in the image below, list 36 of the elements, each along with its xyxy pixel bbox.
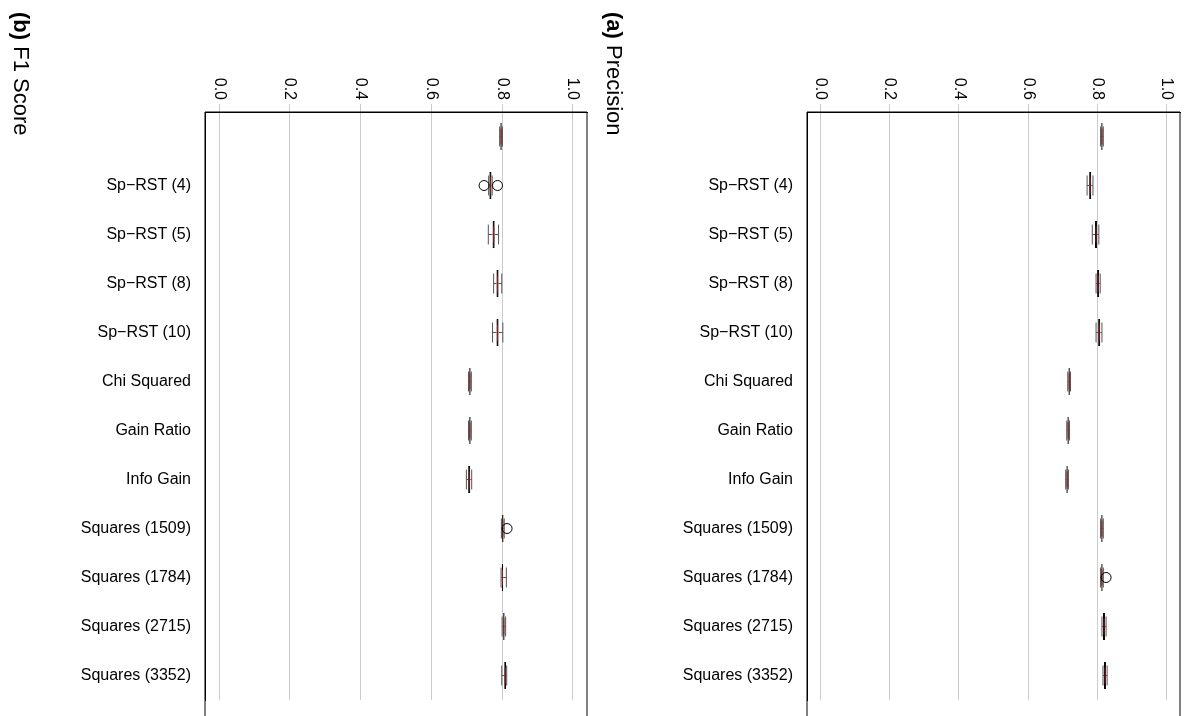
x-tick-label: 0.4	[353, 77, 371, 101]
y-tick-label: Sp−RST (10)	[699, 322, 793, 340]
y-tick-label: Chi Squared	[102, 371, 191, 389]
y-tick-label: Info Gain	[126, 469, 191, 487]
y-tick-label: Squares (1784)	[682, 567, 793, 585]
y-tick-label: Chi Squared	[704, 371, 793, 389]
x-tick-label: 0.0	[813, 77, 831, 101]
y-tick-label: Squares (2715)	[80, 616, 191, 634]
x-tick-label: 0.8	[1089, 77, 1107, 101]
y-tick-label: Sp−RST (5)	[106, 224, 191, 242]
y-tick-label: Sp−RST (8)	[708, 273, 793, 291]
x-tick-label: 0.2	[282, 77, 300, 101]
x-tick-label: 1.0	[1158, 77, 1176, 101]
text: (a) Precision	[601, 12, 627, 136]
x-tick-label: 0.4	[951, 77, 969, 101]
y-tick-label: Gain Ratio	[717, 420, 794, 438]
y-tick-label: Sp−RST (4)	[708, 175, 793, 193]
y-tick-label: Sp−RST (10)	[97, 322, 191, 340]
text: (b) F1 Score	[8, 12, 34, 136]
y-tick-label: Sp−RST (5)	[708, 224, 793, 242]
x-tick-label: 0.0	[211, 77, 229, 101]
x-tick-label: 1.0	[565, 77, 583, 101]
y-tick-label: Sp−RST (4)	[106, 175, 191, 193]
y-tick-label: Squares (1509)	[80, 518, 191, 536]
y-tick-label: Squares (1509)	[682, 518, 793, 536]
y-tick-label: Sp−RST (8)	[106, 273, 191, 291]
y-tick-label: Squares (3352)	[682, 665, 793, 683]
y-tick-label: Squares (3352)	[80, 665, 191, 683]
x-tick-label: 0.2	[882, 77, 900, 101]
y-tick-label: Info Gain	[728, 469, 793, 487]
y-tick-label: Gain Ratio	[115, 420, 192, 438]
y-tick-label: Squares (1784)	[80, 567, 191, 585]
x-tick-label: 0.8	[494, 77, 512, 101]
y-tick-label: Squares (2715)	[682, 616, 793, 634]
x-tick-label: 0.6	[1020, 77, 1038, 101]
x-tick-label: 0.6	[423, 77, 441, 101]
